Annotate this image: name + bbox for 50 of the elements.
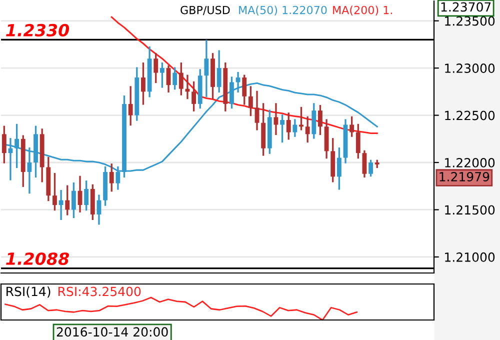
candlestick <box>318 105 322 135</box>
candlestick <box>350 116 354 137</box>
candlestick <box>292 119 298 137</box>
candlestick <box>14 124 20 168</box>
y-tick-label: 1.22000 <box>445 158 495 168</box>
candlestick <box>356 124 360 159</box>
candlestick <box>242 74 247 105</box>
candlestick <box>305 116 310 143</box>
candlestick <box>368 160 373 177</box>
candlestick <box>274 103 278 135</box>
candlestick <box>286 112 291 140</box>
candlestick <box>312 103 316 139</box>
candlestick <box>248 86 253 116</box>
candlestick <box>216 50 222 92</box>
candlestick <box>299 106 304 130</box>
candlestick <box>109 164 114 192</box>
text: 1.21979 <box>440 172 490 182</box>
candlestick <box>141 62 146 105</box>
candlestick <box>178 62 184 96</box>
candlestick <box>128 86 133 126</box>
ref-line-label: 1.2088 <box>6 252 70 266</box>
chart-title: RSI(14) <box>6 286 50 298</box>
y-tick-label: 1.23500 <box>445 16 495 26</box>
y-tick-label: 1.23000 <box>445 64 495 73</box>
text: 2016-10-14 20:00 <box>56 327 168 337</box>
candlestick <box>254 90 260 130</box>
candlestick <box>52 173 57 211</box>
candlestick <box>362 150 367 178</box>
chart-title: GBP/USD <box>180 6 230 16</box>
y-tick-label: 1.22500 <box>445 110 495 120</box>
candlestick <box>65 185 70 216</box>
candlestick <box>172 67 178 90</box>
y-tick-label: 1.21500 <box>445 205 495 215</box>
ref-line-label: 1.2330 <box>6 24 70 36</box>
text: 1.23707 <box>441 2 491 12</box>
text: MA(50) 1.22070 <box>239 6 327 16</box>
candlestick <box>160 62 164 88</box>
candlestick <box>204 40 209 98</box>
candlestick <box>58 190 64 220</box>
candlestick <box>2 126 6 164</box>
candlestick <box>166 65 171 92</box>
text: MA(200) 1. <box>333 6 392 16</box>
candlestick <box>84 180 89 211</box>
y-tick-label: 1.21000 <box>445 252 495 262</box>
text: RSI:43.25400 <box>58 286 141 296</box>
candlestick <box>336 148 342 190</box>
candlestick <box>154 53 158 84</box>
candlestick <box>192 81 196 112</box>
candlestick <box>71 182 76 218</box>
candlestick <box>280 114 285 143</box>
